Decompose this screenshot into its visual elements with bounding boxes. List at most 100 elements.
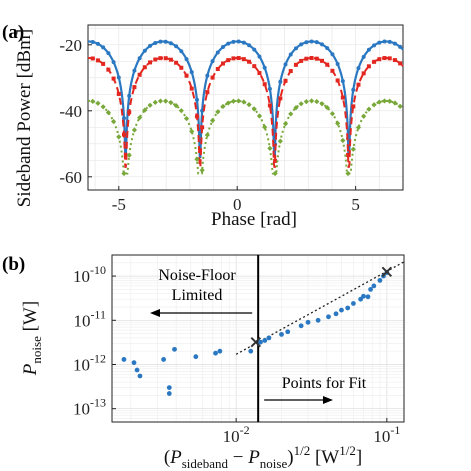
scatter-point	[285, 329, 291, 335]
series-point-1	[382, 56, 387, 61]
series-point-1	[340, 95, 345, 100]
series-point-0	[392, 41, 397, 46]
series-point-0	[127, 93, 132, 98]
series-point-2	[220, 103, 226, 110]
scatter-point	[172, 346, 177, 352]
series-point-0	[241, 40, 246, 45]
series-point-1	[210, 75, 215, 80]
series-point-1	[95, 58, 100, 63]
y-tick-label: -40	[59, 102, 82, 121]
series-point-1	[262, 82, 267, 87]
series-point-0	[335, 61, 340, 66]
series-point-1	[231, 56, 236, 61]
series-point-0	[293, 46, 298, 51]
series-point-2	[293, 105, 299, 111]
series-point-0	[158, 39, 163, 44]
scatter-point	[351, 301, 356, 306]
series-point-2	[282, 121, 289, 127]
series-point-0	[366, 47, 371, 52]
series-point-1	[137, 72, 142, 77]
series-point-2	[241, 99, 247, 105]
series-point-0	[283, 62, 288, 67]
series-point-1	[387, 56, 392, 61]
series-point-1	[132, 85, 137, 90]
series-point-1	[346, 152, 351, 157]
series-point-0	[278, 79, 283, 84]
series-point-2	[361, 113, 367, 119]
series-point-2	[251, 106, 257, 112]
series-point-2	[236, 98, 242, 104]
series-point-1	[106, 67, 111, 72]
series-point-1	[361, 71, 366, 76]
series-point-1	[252, 64, 257, 69]
panel-a-xlabel: Phase [rad]	[211, 209, 297, 230]
series-point-1	[304, 56, 309, 61]
series-point-1	[174, 60, 179, 65]
series-point-1	[168, 57, 173, 62]
series-point-1	[392, 58, 397, 63]
annotation-noise-floor: Noise-Floor	[158, 267, 236, 284]
panel-a-label: (a)	[2, 22, 24, 43]
series-point-2	[105, 109, 111, 116]
series-point-2	[262, 124, 268, 130]
series-point-1	[325, 62, 330, 67]
series-point-2	[178, 108, 184, 114]
series-point-1	[200, 125, 205, 130]
series-point-0	[309, 39, 314, 44]
series-point-2	[324, 104, 330, 111]
series-point-2	[209, 117, 216, 124]
series-point-0	[262, 65, 267, 70]
series-point-0	[142, 48, 147, 53]
x-tick-label: 5	[351, 195, 360, 214]
series-point-1	[299, 58, 304, 63]
series-point-0	[299, 42, 304, 47]
y-tick-label: 10-11	[73, 307, 106, 330]
scatter-point	[365, 294, 371, 300]
panel-a-frame	[87, 24, 404, 191]
series-point-0	[382, 39, 387, 44]
panel-b-xlabel: (Psideband − Pnoise)1/2 [W1/2]	[164, 443, 362, 471]
series-point-2	[298, 101, 304, 107]
cross-marker	[250, 336, 261, 348]
series-point-2	[340, 137, 346, 144]
series-point-2	[345, 170, 351, 177]
cross-marker	[381, 266, 393, 278]
series-point-0	[325, 46, 330, 51]
series-point-1	[241, 57, 246, 62]
series-point-2	[314, 98, 320, 105]
series-point-0	[168, 41, 173, 46]
series-point-1	[398, 61, 403, 66]
series-point-2	[376, 99, 382, 105]
series-point-0	[257, 54, 262, 59]
series-point-1	[194, 114, 199, 119]
series-point-1	[356, 82, 361, 87]
series-point-2	[116, 134, 122, 140]
series-point-0	[137, 56, 142, 61]
series-point-0	[340, 79, 345, 84]
series-point-2	[308, 98, 315, 104]
scatter-point	[262, 338, 268, 343]
series-point-0	[194, 97, 199, 102]
series-point-2	[137, 115, 143, 121]
series-point-0	[398, 44, 403, 49]
annotation-limited: Limited	[172, 287, 223, 304]
x-tick-label: 0	[233, 195, 242, 214]
series-point-2	[131, 127, 138, 133]
scatter-point	[298, 323, 304, 329]
series-point-0	[226, 41, 231, 46]
x-tick-label: 10-1	[373, 423, 400, 446]
series-point-1	[116, 91, 121, 96]
series-point-0	[236, 39, 241, 44]
series-point-0	[116, 75, 121, 80]
series-point-0	[320, 42, 324, 47]
series-point-0	[122, 116, 126, 121]
left-arrow-head	[150, 309, 160, 317]
series-point-0	[95, 41, 100, 46]
panel-b-label: (b)	[2, 254, 25, 275]
series-point-0	[101, 45, 106, 50]
series-point-1	[148, 60, 153, 65]
series-point-2	[100, 104, 106, 110]
series-point-0	[387, 39, 392, 44]
series-point-1	[330, 68, 335, 73]
